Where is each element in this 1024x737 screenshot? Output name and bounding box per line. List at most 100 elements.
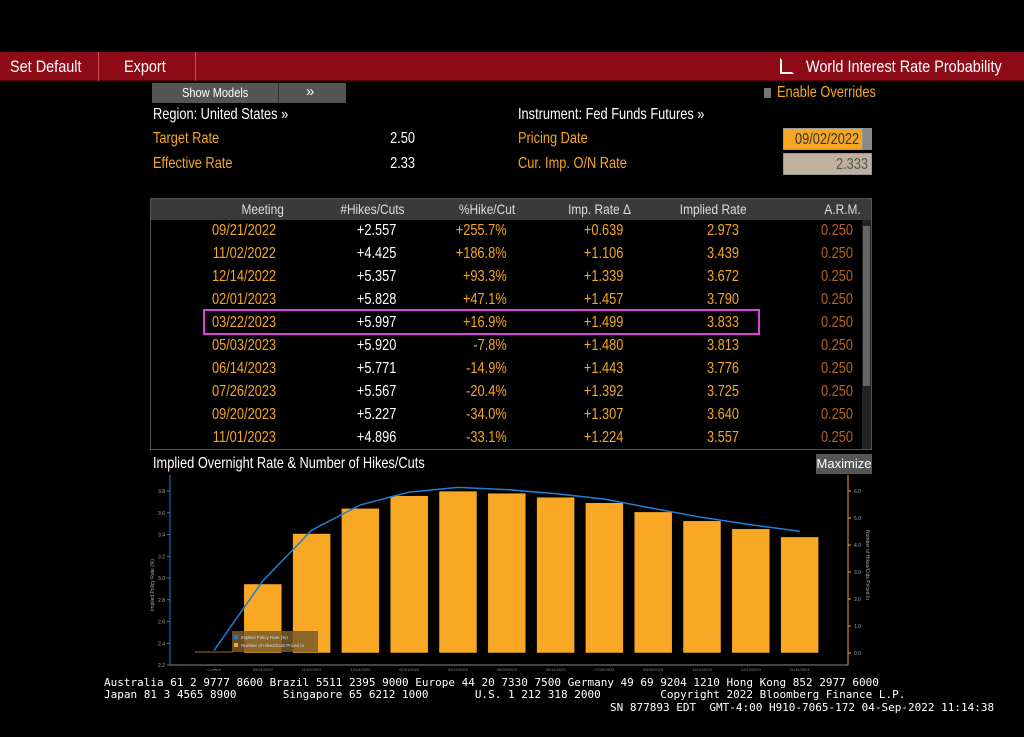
column-header[interactable]: Implied Rate xyxy=(680,201,747,217)
table-cell: 0.250 xyxy=(820,291,853,308)
legend-swatch-line xyxy=(234,635,238,639)
effective-rate-value: 2.33 xyxy=(390,155,415,172)
x-tick-label: 01/31/2024 xyxy=(790,667,811,672)
table-cell: 11/02/2022 xyxy=(212,245,276,262)
table-cell: 0.250 xyxy=(820,360,853,377)
table-cell: +5.997 xyxy=(356,314,396,331)
table-cell: 0.250 xyxy=(820,406,853,423)
enable-overrides-checkbox[interactable] xyxy=(764,88,771,98)
bar xyxy=(536,496,575,654)
x-tick-label: 11/02/2022 xyxy=(302,667,322,672)
x-tick-label: 09/21/2022 xyxy=(253,667,274,672)
table-cell: 0.250 xyxy=(820,383,853,400)
table-cell: +1.499 xyxy=(583,314,623,331)
left-axis-label: Implied Policy Rate (%) xyxy=(150,559,156,611)
maximize-button[interactable]: Maximize xyxy=(816,454,872,474)
bar xyxy=(438,490,478,654)
calendar-icon[interactable] xyxy=(863,128,872,150)
expand-button[interactable]: » xyxy=(306,83,315,100)
column-header[interactable]: Meeting xyxy=(241,201,284,217)
column-header[interactable]: Imp. Rate Δ xyxy=(568,201,631,217)
table-cell: +5.567 xyxy=(356,383,396,400)
window-title: World Interest Rate Probability xyxy=(806,57,1002,76)
column-header[interactable]: %Hike/Cut xyxy=(458,201,515,217)
table-row[interactable]: 11/02/2022 +4.425 +186.8% +1.106 3.439 0.250 xyxy=(151,243,863,266)
right-tick-label: 4.0 xyxy=(854,543,861,549)
external-link-icon[interactable] xyxy=(780,58,794,74)
table-cell: +93.3% xyxy=(463,268,507,285)
table-cell: 3.439 xyxy=(706,245,739,262)
table-cell: 09/20/2023 xyxy=(211,406,276,423)
table-cell: -33.1% xyxy=(466,429,507,446)
table-cell: +1.443 xyxy=(583,360,623,377)
right-axis-label: Number of Hikes/Cuts Priced In xyxy=(864,530,870,600)
table-row[interactable]: 09/21/2022 +2.557 +255.7% +0.639 2.973 0.250 xyxy=(151,220,863,243)
toolbar: Set Default Export World Interest Rate P… xyxy=(0,52,1024,81)
x-tick-label: 05/03/2023 xyxy=(497,667,518,672)
right-tick-label: 1.0 xyxy=(854,624,861,630)
show-models-button[interactable]: Show Models xyxy=(182,85,249,100)
pricing-date-input[interactable]: 09/02/2022 xyxy=(783,128,863,150)
x-tick-label: 12/13/2023 xyxy=(741,667,762,672)
bar xyxy=(341,508,380,654)
table-cell: +4.896 xyxy=(356,429,396,446)
toolbar-divider xyxy=(98,52,99,81)
pricing-date-label: Pricing Date xyxy=(518,130,588,147)
table-cell: +4.425 xyxy=(356,245,396,262)
table-row[interactable]: 09/20/2023 +5.227 -34.0% +1.307 3.640 0.250 xyxy=(151,404,863,427)
column-header[interactable]: A.R.M. xyxy=(824,201,861,217)
table-cell: 3.833 xyxy=(706,314,739,331)
table-row[interactable]: 03/22/2023 +5.997 +16.9% +1.499 3.833 0.250 xyxy=(151,312,863,335)
table-row[interactable]: 07/26/2023 +5.567 -20.4% +1.392 3.725 0.250 xyxy=(151,381,863,404)
table-cell: 03/22/2023 xyxy=(211,314,276,331)
cur-imp-value: 2.333 xyxy=(835,156,868,173)
effective-rate-label: Effective Rate xyxy=(153,155,233,172)
set-default-button[interactable]: Set Default xyxy=(10,57,82,76)
table-row[interactable]: 11/01/2023 +4.896 -33.1% +1.224 3.557 0.250 xyxy=(151,427,863,449)
table-cell: 07/26/2023 xyxy=(211,383,276,400)
table-header: Meeting #Hikes/Cuts %Hike/Cut Imp. Rate Δ Im… xyxy=(151,199,871,220)
cur-imp-input[interactable]: 2.333 xyxy=(783,153,872,175)
table-row[interactable]: 02/01/2023 +5.828 +47.1% +1.457 3.790 0.250 xyxy=(151,289,863,312)
left-tick-label: 2.2 xyxy=(158,663,165,669)
right-tick-label: 2.0 xyxy=(854,597,861,603)
table-cell: +5.828 xyxy=(356,291,396,308)
footer-contacts-2: Japan 81 3 4565 8900 Singapore 65 6212 1… xyxy=(104,688,906,701)
table-row[interactable]: 06/14/2023 +5.771 -14.9% +1.443 3.776 0.250 xyxy=(151,358,863,381)
table-cell: +5.920 xyxy=(356,337,396,354)
table-cell: 02/01/2023 xyxy=(211,291,276,308)
left-tick-label: 2.8 xyxy=(158,598,165,604)
scrollbar-thumb[interactable] xyxy=(863,226,870,386)
x-tick-label: Current xyxy=(207,667,221,672)
scrollbar[interactable] xyxy=(862,220,871,449)
show-models-bar: Show Models » xyxy=(152,83,346,103)
table-cell: 3.790 xyxy=(706,291,739,308)
table-cell: +1.480 xyxy=(583,337,623,354)
button-divider xyxy=(278,83,279,103)
table-cell: 3.813 xyxy=(706,337,739,354)
region-selector[interactable]: Region: United States » xyxy=(153,106,289,123)
bar xyxy=(389,495,429,654)
table-cell: +1.339 xyxy=(583,268,623,285)
right-tick-label: 3.0 xyxy=(854,570,861,576)
table-cell: 3.776 xyxy=(706,360,739,377)
legend-label: Implied Policy Rate (%) xyxy=(241,635,288,640)
right-tick-label: 0.0 xyxy=(854,651,861,657)
legend xyxy=(232,631,318,652)
table-cell: +1.307 xyxy=(583,406,623,423)
rate-chart: 2.2 2.4 2.6 2.8 3.0 3.2 3.4 3.6 3.8 0.0 1.0 2.0 3.0 4… xyxy=(150,475,870,672)
instrument-selector[interactable]: Instrument: Fed Funds Futures » xyxy=(518,106,705,123)
toolbar-divider xyxy=(195,52,196,81)
table-cell: 3.557 xyxy=(706,429,739,446)
left-tick-label: 3.0 xyxy=(158,576,165,582)
target-rate-label: Target Rate xyxy=(153,130,220,147)
export-button[interactable]: Export xyxy=(124,57,166,76)
table-cell: 0.250 xyxy=(820,245,853,262)
bar xyxy=(585,502,624,654)
table-cell: +2.557 xyxy=(356,222,396,239)
table-row[interactable]: 05/03/2023 +5.920 -7.8% +1.480 3.813 0.250 xyxy=(151,335,863,358)
column-header[interactable]: #Hikes/Cuts xyxy=(339,201,404,217)
x-tick-label: 06/14/2023 xyxy=(546,667,567,672)
implied-rate-line xyxy=(213,486,800,651)
table-row[interactable]: 12/14/2022 +5.357 +93.3% +1.339 3.672 0.250 xyxy=(151,266,863,289)
